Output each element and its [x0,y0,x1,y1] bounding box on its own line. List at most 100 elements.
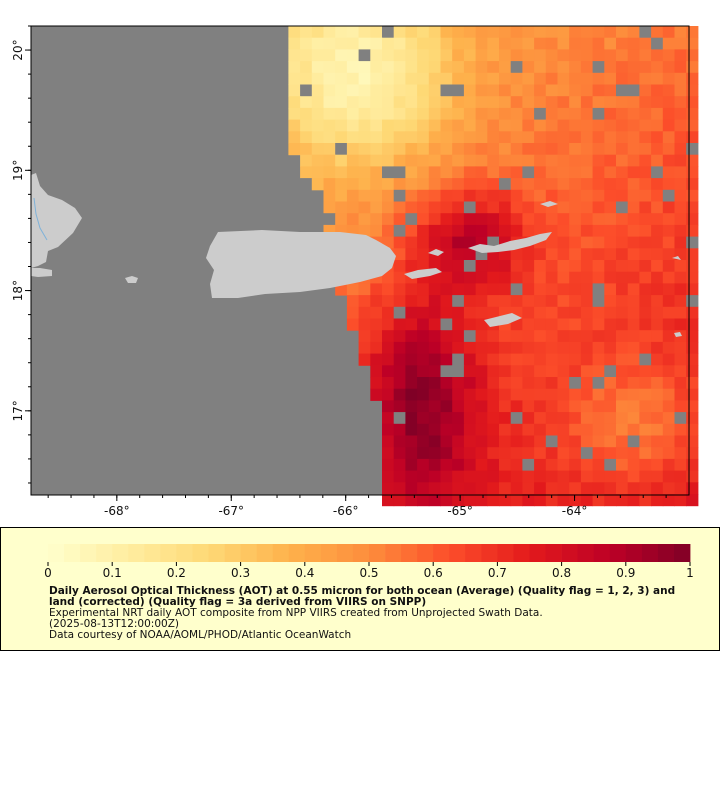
aot-cell [323,143,336,156]
aot-cell [370,224,383,238]
aot-cell [662,201,675,214]
aot-cell [428,119,441,132]
aot-cell [393,482,406,495]
aot-cell [580,295,594,308]
aot-cell [393,224,406,238]
colorbar-swatch [352,544,370,562]
aot-cell [440,236,453,249]
aot-cell [499,201,512,214]
aot-cell [662,143,675,156]
culebra-island [428,249,444,256]
aot-cell [674,236,687,249]
aot-cell [569,213,582,226]
aot-cell [522,189,535,202]
aot-cell [674,72,687,85]
aot-cell [428,458,441,472]
aot-cell [405,37,418,50]
aot-cell [534,84,547,97]
aot-cell [499,131,512,144]
st-croix [484,313,522,327]
aot-cell [405,306,418,319]
aot-cell [346,295,360,308]
aot-cell [323,131,336,144]
aot-cell [370,178,383,191]
colorbar-swatch [176,544,193,562]
aot-cell [592,435,605,448]
aot-cell [592,494,605,507]
aot-cell [604,61,617,74]
aot-cell [686,494,699,507]
aot-cell [311,143,324,156]
aot-cell [534,131,547,144]
aot-cell [639,412,652,425]
aot-cell [452,447,465,460]
aot-cell [686,306,699,319]
aot-cell [627,400,640,413]
aot-cell [487,295,500,308]
aot-cell [522,283,535,296]
aot-cell [545,447,558,460]
aot-cell [580,61,594,74]
aot-cell [616,271,629,284]
aot-cell [475,72,488,85]
aot-cell [370,189,383,202]
aot-cell [662,178,675,191]
aot-cell [674,49,687,62]
aot-cell [604,84,617,97]
aot-cell [639,365,652,378]
aot-cell [393,213,406,226]
aot-cell [651,213,664,226]
aot-cell [417,72,430,85]
aot-cell [311,26,324,39]
aot-cell [651,154,664,167]
aot-cell [487,49,500,62]
aot-cell [288,143,301,156]
aot-cell [428,131,441,144]
aot-cell [405,178,418,191]
aot-cell [674,412,687,425]
aot-cell [405,154,418,167]
aot-cell [463,72,477,85]
aot-cell [499,400,512,413]
aot-cell [452,49,465,62]
aot-cell [463,377,477,390]
aot-cell [358,330,371,343]
aot-cell [522,178,535,191]
aot-cell [510,26,523,39]
aot-cell [300,72,313,85]
aot-cell [393,400,406,413]
aot-cell [499,388,512,401]
aot-cell [651,353,664,366]
aot-cell [569,236,582,249]
aot-cell [358,154,371,167]
aot-cell [662,271,675,284]
aot-cell [499,189,512,202]
aot-cell [393,423,406,436]
aot-cell [510,143,523,156]
aot-cell [686,458,699,472]
aot-cell [592,107,605,121]
aot-cell [510,330,523,343]
colorbar-swatch [256,544,274,562]
aot-cell [440,470,453,483]
aot-cell [557,84,570,97]
aot-cell [487,224,500,238]
aot-cell [440,283,453,296]
aot-cell [475,447,488,460]
aot-cell [592,458,605,472]
aot-cell [499,26,512,39]
aot-cell [522,330,535,343]
aot-cell [627,96,640,109]
aot-cell [475,213,488,226]
aot-cell [393,49,406,62]
aot-cell [382,412,395,425]
aot-cell [592,166,605,179]
aot-cell [463,295,477,308]
aot-cell [569,189,582,202]
aot-cell [475,84,488,97]
aot-cell [475,494,488,507]
aot-cell [545,306,558,319]
aot-cell [616,213,629,226]
aot-cell [545,365,558,378]
aot-cell [382,213,395,226]
